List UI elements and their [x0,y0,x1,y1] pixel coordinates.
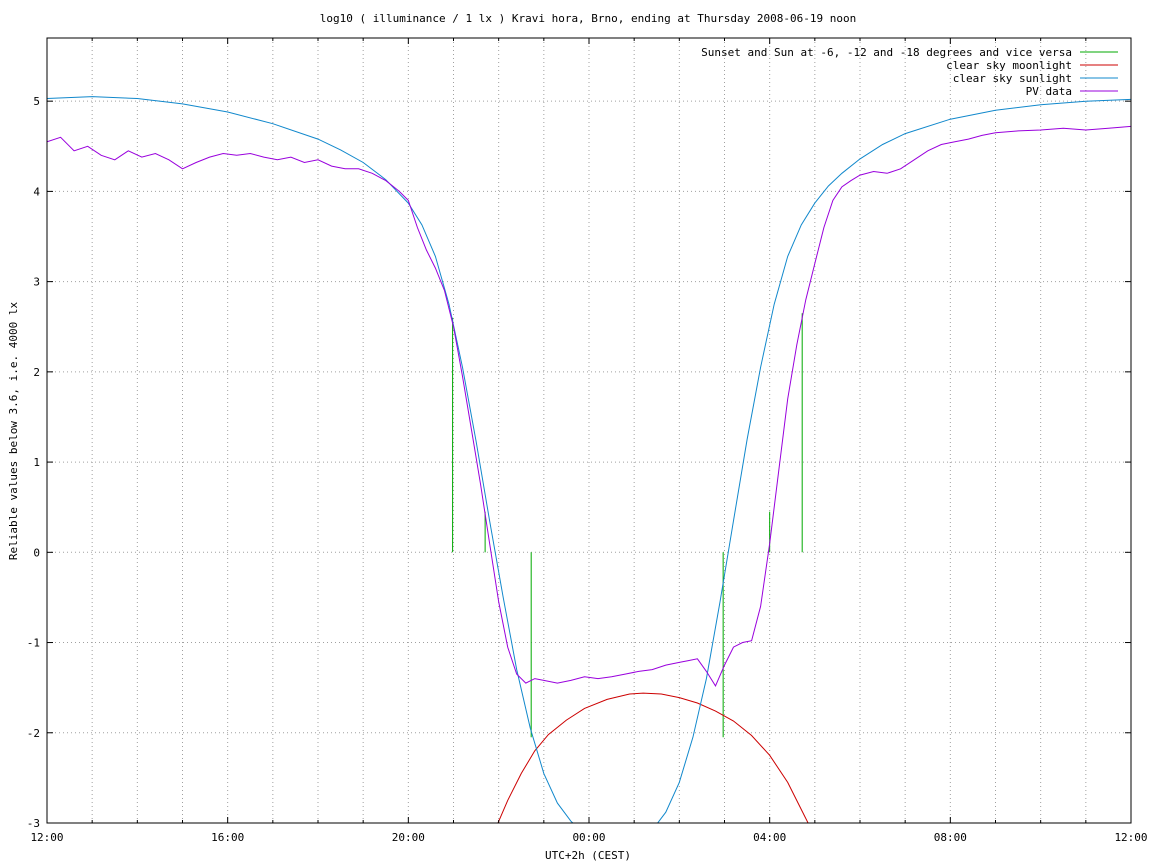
clear-sky-sunlight-line [47,96,1131,823]
legend: Sunset and Sun at -6, -12 and -18 degree… [701,46,1118,98]
y-tick-label: -3 [27,817,40,830]
legend-label: clear sky moonlight [946,59,1072,72]
series-clear-sky-sunlight [47,96,1131,823]
series-layer [47,96,1131,823]
grid [47,38,1131,824]
x-tick-label: 12:00 [1114,831,1147,844]
series-pv-data [47,125,1131,687]
y-tick-label: -2 [27,727,40,740]
x-tick-label: 04:00 [753,831,786,844]
y-axis-label: Reliable values below 3.6, i.e. 4000 lx [7,301,20,560]
x-tick-label: 12:00 [30,831,63,844]
y-tick-label: 1 [33,456,40,469]
x-tick-label: 20:00 [392,831,425,844]
chart-title: log10 ( illuminance / 1 lx ) Kravi hora,… [320,12,856,25]
series-clear-sky-moonlight [497,692,809,823]
legend-label: Sunset and Sun at -6, -12 and -18 degree… [701,46,1072,59]
y-tick-label: 3 [33,276,40,289]
y-tick-label: 5 [33,95,40,108]
pv-data-line [47,125,1131,687]
legend-label: PV data [1026,85,1072,98]
y-tick-label: 4 [33,185,40,198]
axis-ticks: 12:00 16:00 20:00 00:00 04:00 08:00 12:00 5 4 3 2 1… [27,38,1148,844]
y-tick-label: 2 [33,366,40,379]
y-tick-label: 0 [33,546,40,559]
x-tick-label: 08:00 [934,831,967,844]
legend-label: clear sky sunlight [953,72,1072,85]
clear-sky-moonlight-line [497,692,809,823]
x-tick-label: 00:00 [572,831,605,844]
y-tick-label: -1 [27,637,40,650]
x-axis-label: UTC+2h (CEST) [545,849,631,862]
x-tick-label: 16:00 [211,831,244,844]
